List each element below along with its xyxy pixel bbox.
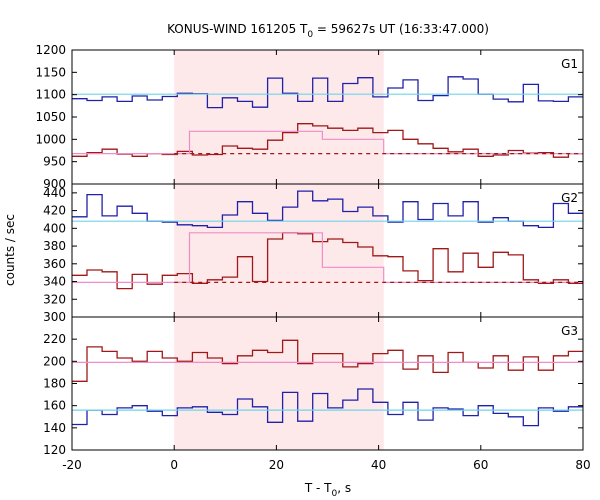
y-tick-label: 900 bbox=[43, 177, 66, 191]
y-tick-label: 180 bbox=[43, 377, 66, 391]
y-tick-label: 220 bbox=[43, 332, 66, 346]
x-tick-label: 40 bbox=[371, 458, 386, 472]
y-tick-label: 360 bbox=[43, 257, 66, 271]
y-tick-label: 120 bbox=[43, 443, 66, 457]
series-line-blue-0 bbox=[72, 190, 583, 229]
panel-label: G2 bbox=[561, 191, 578, 205]
series-line-red-0 bbox=[72, 339, 583, 382]
highlight-interval bbox=[174, 184, 384, 317]
series-line-red-1 bbox=[72, 232, 583, 290]
series-line-blue-0 bbox=[72, 76, 583, 109]
x-tick-label: 20 bbox=[269, 458, 284, 472]
x-tick-label: -20 bbox=[62, 458, 82, 472]
series-line-blue-1 bbox=[72, 388, 583, 427]
y-tick-label: 420 bbox=[43, 204, 66, 218]
chart-panels: 900 950 1000 1050 1100 1150 1200 G1 300 320 340 360… bbox=[35, 43, 584, 457]
y-tick-label: 200 bbox=[43, 354, 66, 368]
panel-series bbox=[72, 76, 583, 158]
series-line-pink-3 bbox=[72, 232, 583, 283]
chart-title: KONUS-WIND 161205 T0 = 59627s UT (16:33:… bbox=[167, 22, 489, 40]
y-tick-label: 340 bbox=[43, 275, 66, 289]
panel-label: G3 bbox=[561, 324, 578, 338]
y-tick-label: 1200 bbox=[35, 43, 66, 57]
y-tick-label: 300 bbox=[43, 310, 66, 324]
y-tick-label: 1150 bbox=[35, 65, 66, 79]
y-tick-label: 160 bbox=[43, 399, 66, 413]
series-line-pink-3 bbox=[72, 130, 583, 155]
y-axis-label: counts / sec bbox=[3, 214, 17, 286]
y-tick-label: 140 bbox=[43, 421, 66, 435]
panel-g3: 120 140 160 180 200 220 G3 bbox=[43, 316, 584, 457]
panel-series bbox=[72, 190, 583, 290]
highlight-interval bbox=[174, 50, 384, 184]
y-tick-label: 1100 bbox=[35, 88, 66, 102]
y-tick-label: 1050 bbox=[35, 110, 66, 124]
y-tick-label: 320 bbox=[43, 292, 66, 306]
panel-series bbox=[72, 339, 583, 427]
y-tick-label: 380 bbox=[43, 239, 66, 253]
y-tick-label: 950 bbox=[43, 155, 66, 169]
x-tick-label: 80 bbox=[575, 458, 590, 472]
panel-g2: 300 320 340 360 380 400 420 440 G2 bbox=[43, 183, 584, 324]
x-axis-ticks: -20 0 20 40 60 80 bbox=[62, 458, 590, 472]
y-tick-label: 1000 bbox=[35, 132, 66, 146]
y-tick-label: 400 bbox=[43, 221, 66, 235]
panel-g1: 900 950 1000 1050 1100 1150 1200 G1 bbox=[35, 43, 584, 191]
series-line-red-1 bbox=[72, 123, 583, 158]
highlight-interval bbox=[174, 317, 384, 450]
x-tick-label: 60 bbox=[473, 458, 488, 472]
y-tick-label: 440 bbox=[43, 186, 66, 200]
panel-label: G1 bbox=[561, 57, 578, 71]
x-tick-label: 0 bbox=[170, 458, 178, 472]
x-axis-label: T - T0, s bbox=[304, 481, 351, 499]
